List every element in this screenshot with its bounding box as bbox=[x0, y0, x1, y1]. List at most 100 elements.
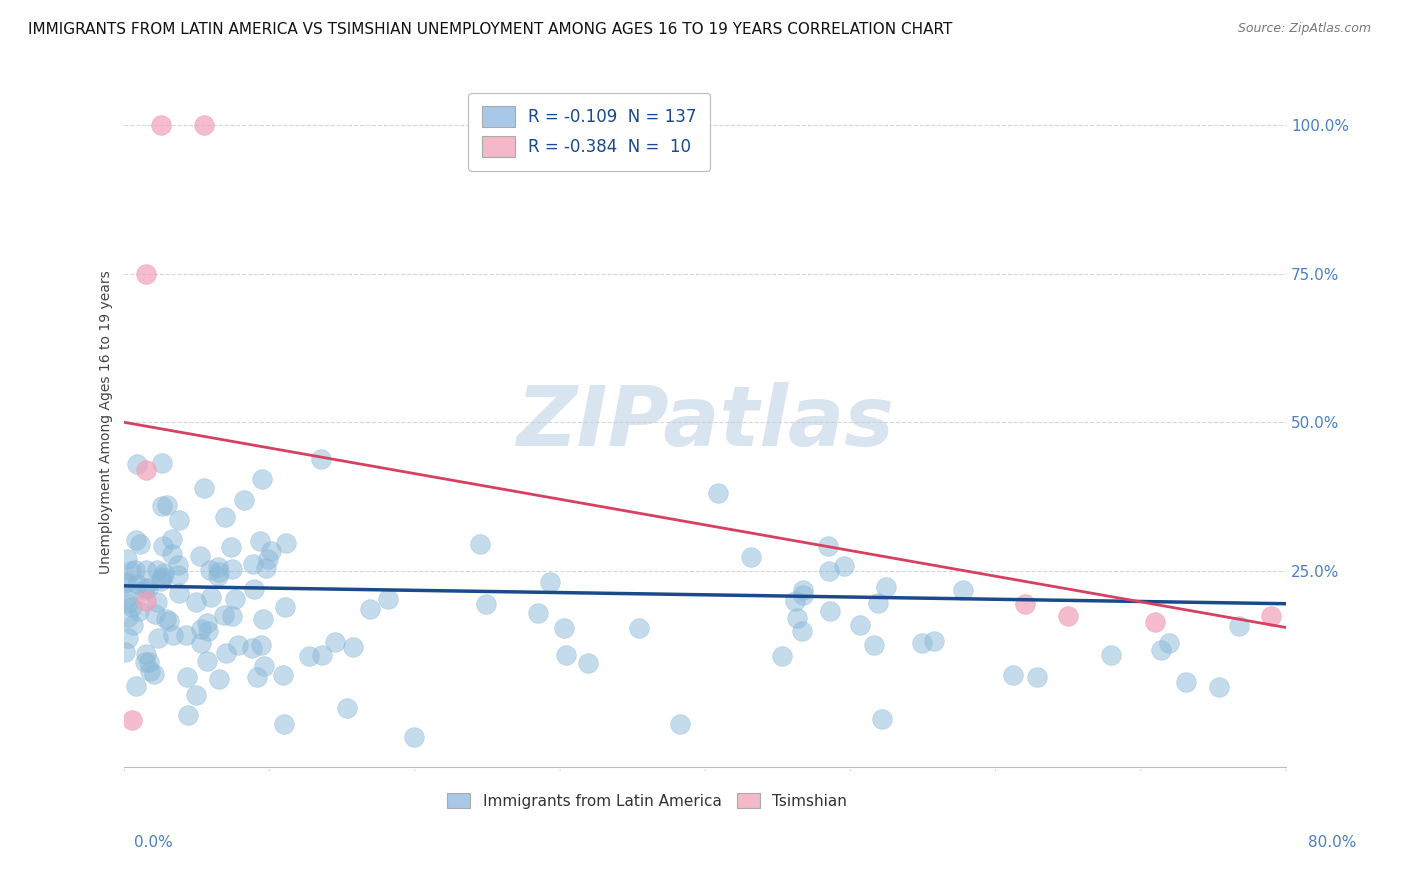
Point bbox=[863, 638, 886, 652]
Point bbox=[555, 648, 578, 662]
Point bbox=[135, 463, 157, 477]
Point bbox=[668, 717, 690, 731]
Point bbox=[952, 582, 974, 597]
Point bbox=[298, 649, 321, 664]
Text: ZIPatlas: ZIPatlas bbox=[516, 382, 894, 463]
Point bbox=[155, 612, 177, 626]
Point bbox=[922, 633, 945, 648]
Point bbox=[252, 612, 274, 626]
Point bbox=[834, 559, 856, 574]
Point bbox=[207, 569, 229, 583]
Point bbox=[152, 540, 174, 554]
Point bbox=[221, 562, 243, 576]
Point bbox=[125, 533, 148, 547]
Point bbox=[273, 717, 295, 731]
Point bbox=[114, 575, 136, 590]
Text: 0.0%: 0.0% bbox=[134, 836, 173, 850]
Point bbox=[150, 457, 173, 471]
Point bbox=[207, 559, 229, 574]
Point bbox=[195, 654, 218, 668]
Point bbox=[120, 564, 142, 578]
Point bbox=[114, 645, 136, 659]
Point bbox=[162, 547, 184, 561]
Point bbox=[224, 592, 246, 607]
Point bbox=[527, 606, 550, 620]
Point bbox=[221, 609, 243, 624]
Point bbox=[1014, 597, 1036, 611]
Point bbox=[160, 532, 183, 546]
Point bbox=[276, 536, 298, 550]
Point bbox=[250, 638, 273, 652]
Point bbox=[786, 611, 808, 625]
Point bbox=[868, 596, 890, 610]
Point bbox=[911, 636, 934, 650]
Point bbox=[166, 558, 188, 572]
Point bbox=[134, 655, 156, 669]
Point bbox=[197, 624, 219, 638]
Point bbox=[214, 510, 236, 524]
Point bbox=[193, 481, 215, 495]
Point bbox=[1229, 619, 1251, 633]
Point bbox=[336, 700, 359, 714]
Point bbox=[190, 549, 212, 563]
Point bbox=[124, 563, 146, 577]
Point bbox=[1099, 648, 1122, 662]
Point bbox=[246, 670, 269, 684]
Point bbox=[1025, 670, 1047, 684]
Point bbox=[628, 621, 651, 635]
Point bbox=[1159, 636, 1181, 650]
Point bbox=[117, 595, 139, 609]
Point bbox=[208, 565, 231, 579]
Point bbox=[121, 599, 143, 614]
Point bbox=[200, 563, 222, 577]
Point bbox=[259, 544, 281, 558]
Point bbox=[167, 513, 190, 527]
Point bbox=[1208, 680, 1230, 694]
Point bbox=[1149, 642, 1171, 657]
Point bbox=[117, 631, 139, 645]
Point bbox=[468, 537, 491, 551]
Point bbox=[274, 600, 297, 615]
Point bbox=[186, 689, 208, 703]
Point bbox=[325, 634, 347, 648]
Text: IMMIGRANTS FROM LATIN AMERICA VS TSIMSHIAN UNEMPLOYMENT AMONG AGES 16 TO 19 YEAR: IMMIGRANTS FROM LATIN AMERICA VS TSIMSHI… bbox=[28, 22, 952, 37]
Point bbox=[254, 561, 277, 575]
Point bbox=[125, 679, 148, 693]
Point bbox=[257, 552, 280, 566]
Point bbox=[311, 648, 333, 662]
Point bbox=[576, 656, 599, 670]
Point bbox=[125, 576, 148, 591]
Point bbox=[195, 616, 218, 631]
Point bbox=[1057, 608, 1080, 623]
Legend: Immigrants from Latin America, Tsimshian: Immigrants from Latin America, Tsimshian bbox=[441, 787, 853, 814]
Point bbox=[115, 551, 138, 566]
Point bbox=[146, 595, 169, 609]
Point bbox=[167, 586, 190, 600]
Point bbox=[817, 540, 839, 554]
Point bbox=[117, 610, 139, 624]
Point bbox=[475, 598, 498, 612]
Point bbox=[177, 707, 200, 722]
Point bbox=[117, 575, 139, 590]
Point bbox=[253, 659, 276, 673]
Point bbox=[143, 607, 166, 621]
Point bbox=[707, 486, 730, 500]
Point bbox=[215, 646, 238, 660]
Point bbox=[143, 667, 166, 681]
Point bbox=[135, 563, 157, 577]
Point bbox=[818, 604, 841, 618]
Point bbox=[233, 493, 256, 508]
Point bbox=[212, 608, 235, 623]
Point bbox=[129, 537, 152, 551]
Point bbox=[848, 617, 870, 632]
Point bbox=[402, 731, 425, 745]
Point bbox=[139, 664, 162, 678]
Point bbox=[186, 595, 208, 609]
Point bbox=[125, 457, 148, 471]
Point bbox=[792, 588, 814, 602]
Text: Source: ZipAtlas.com: Source: ZipAtlas.com bbox=[1237, 22, 1371, 36]
Point bbox=[1175, 675, 1198, 690]
Point bbox=[146, 631, 169, 645]
Point bbox=[128, 604, 150, 618]
Point bbox=[149, 118, 172, 132]
